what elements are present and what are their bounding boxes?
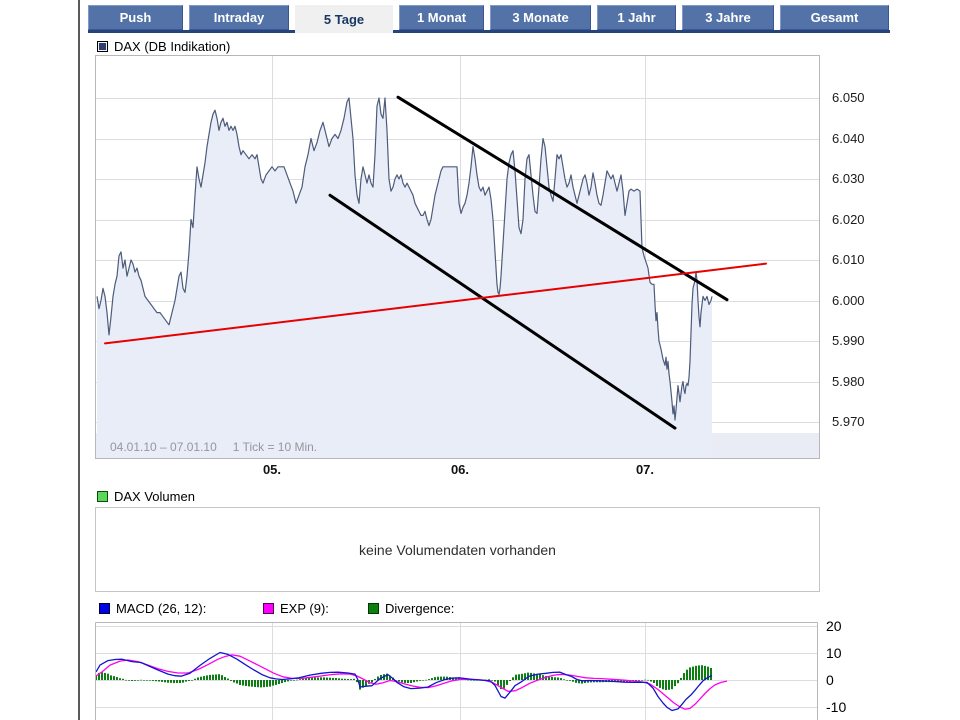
volume-legend-label: DAX Volumen	[114, 489, 195, 504]
macd-y-tick: 0	[826, 672, 834, 688]
price-y-tick: 6.010	[832, 252, 865, 267]
tab-intraday[interactable]: Intraday	[189, 5, 289, 30]
price-y-tick: 6.000	[832, 292, 865, 308]
macd-y-tick: -10	[826, 699, 847, 715]
price-x-tick: 06.	[450, 462, 470, 477]
macd-legend-item: MACD (26, 12):	[99, 601, 207, 616]
page-left-rule	[78, 0, 80, 720]
lower-trendline	[328, 193, 677, 430]
period-tabbar: Push Intraday 5 Tage 1 Monat 3 Monate 1 Jahr 3…	[88, 5, 890, 33]
price-y-tick: 6.040	[832, 130, 865, 146]
exp-legend-item: EXP (9):	[263, 601, 329, 616]
price-area-fill	[97, 98, 712, 458]
tick-interval-text: 1 Tick = 10 Min.	[232, 440, 318, 454]
upper-trendline	[396, 95, 729, 302]
price-y-tick: 6.030	[832, 171, 865, 186]
price-x-tick: 07.	[635, 462, 655, 477]
tab-1-monat[interactable]: 1 Monat	[399, 5, 484, 30]
price-y-tick: 5.970	[832, 414, 865, 429]
price-y-tick: 6.050	[832, 90, 865, 105]
price-legend: DAX (DB Indikation)	[97, 39, 231, 54]
price-line	[96, 97, 713, 421]
tab-3-monate[interactable]: 3 Monate	[490, 5, 591, 30]
price-legend-label: DAX (DB Indikation)	[114, 39, 231, 54]
volume-panel: keine Volumendaten vorhanden	[95, 507, 820, 592]
macd-line	[95, 651, 713, 712]
macd-y-tick: 20	[826, 618, 842, 634]
period-tabs: Push Intraday 5 Tage 1 Monat 3 Monate 1 Jahr 3…	[88, 5, 889, 33]
price-y-tick: 5.980	[832, 373, 865, 389]
price-x-tick: 05.	[262, 462, 282, 477]
chart-range-note: 04.01.10 – 07.01.10 1 Tick = 10 Min.	[110, 440, 317, 454]
date-range-text: 04.01.10 – 07.01.10	[110, 440, 217, 454]
tab-3-jahre[interactable]: 3 Jahre	[682, 5, 774, 30]
tab-push[interactable]: Push	[88, 5, 183, 30]
macd-legend-label: MACD (26, 12):	[116, 601, 207, 616]
macd-chart-svg	[95, 622, 818, 720]
volume-empty-message: keine Volumendaten vorhanden	[359, 541, 556, 558]
divergence-series-swatch-icon	[368, 603, 379, 614]
tab-1-jahr[interactable]: 1 Jahr	[597, 5, 676, 30]
support-line	[104, 262, 767, 345]
volume-legend: DAX Volumen	[97, 489, 195, 504]
macd-series-swatch-icon	[99, 603, 110, 614]
divergence-legend-item: Divergence:	[368, 601, 455, 616]
dax-series-swatch-icon	[97, 41, 108, 52]
tab-5-tage[interactable]: 5 Tage	[295, 5, 393, 33]
price-y-tick: 6.020	[832, 211, 865, 227]
price-y-tick: 5.990	[832, 333, 865, 348]
price-chart-svg	[95, 55, 820, 459]
divergence-legend-label: Divergence:	[385, 601, 455, 616]
exp-legend-label: EXP (9):	[280, 601, 329, 616]
tab-gesamt[interactable]: Gesamt	[780, 5, 889, 30]
tabbar-underline	[88, 30, 890, 33]
exp-series-swatch-icon	[263, 603, 274, 614]
volume-series-swatch-icon	[97, 491, 108, 502]
macd-y-tick: 10	[826, 645, 842, 661]
